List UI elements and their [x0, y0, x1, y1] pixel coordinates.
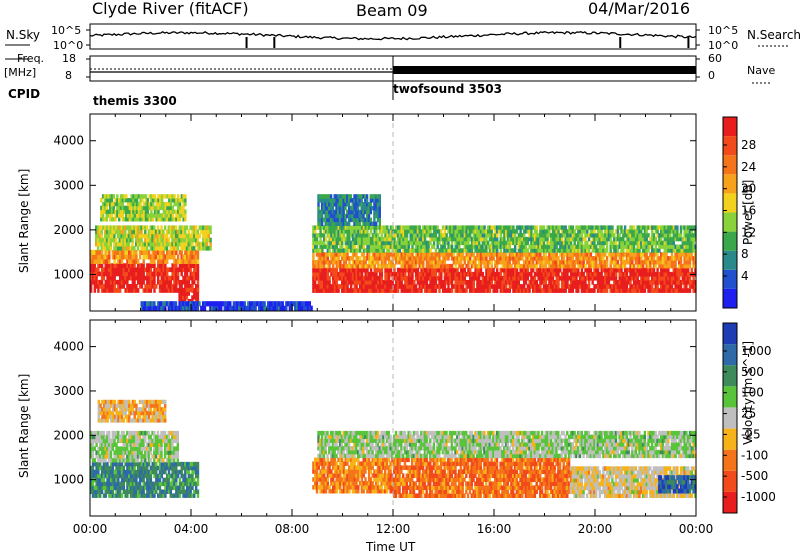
power-colorbar-swatch-4	[723, 212, 737, 232]
nave-tick-bottom: 0	[708, 69, 715, 82]
power-band-3	[100, 194, 187, 222]
velocity-ytick-label-0: 1000	[53, 473, 84, 487]
velocity-colorbar-swatch-4	[723, 407, 737, 429]
xtick-label-3: 12:00	[376, 522, 411, 536]
power-colorbar-swatch-3	[723, 231, 737, 251]
power-band-5	[312, 267, 697, 293]
station-title: Clyde River (fitACF)	[92, 0, 249, 18]
power-band-8	[317, 194, 381, 226]
velocity-band-2	[97, 399, 167, 423]
velocity-colorbar-frame	[722, 322, 738, 514]
velocity-band-1	[90, 430, 179, 463]
velocity-colorbar-swatch-2	[723, 449, 737, 471]
power-colorbar-tick-label-4: 20	[741, 182, 756, 196]
power-colorbar-swatch-9	[723, 117, 737, 137]
velocity-band-6	[317, 430, 697, 459]
nsearch-label: N.Search	[747, 28, 800, 42]
power-band-0	[90, 263, 200, 293]
cpid-program-1: themis 3300	[93, 94, 177, 108]
velocity-colorbar-swatch-6	[723, 365, 737, 387]
power-colorbar-tick-label-2: 12	[741, 225, 756, 239]
velocity-colorbar-swatch-7	[723, 344, 737, 366]
power-colorbar-swatch-8	[723, 136, 737, 156]
nsky-panel-frame	[89, 23, 697, 50]
power-colorbar-tick-label-1: 8	[741, 247, 749, 261]
velocity-band-0	[90, 461, 200, 498]
power-band-2	[95, 225, 212, 251]
velocity-colorbar-swatch-1	[723, 470, 737, 492]
power-colorbar-frame	[722, 116, 738, 309]
power-colorbar-tick-label-5: 24	[741, 160, 756, 174]
xtick-label-2: 08:00	[275, 522, 310, 536]
power-colorbar-tick-label-3: 16	[741, 204, 756, 218]
power-colorbar-tick-label-6: 28	[741, 138, 756, 152]
velocity-colorbar-swatch-8	[723, 323, 737, 345]
power-band-6	[312, 252, 697, 269]
velocity-band-4	[393, 457, 571, 498]
freq-tick-bottom: 8	[65, 69, 72, 82]
velocity-colorbar-tick-label-7: -1000	[741, 490, 776, 504]
power-colorbar-swatch-5	[723, 193, 737, 213]
xtick-label-4: 16:00	[477, 522, 512, 536]
xtick-label-6: 00:00	[679, 522, 714, 536]
beam-title: Beam 09	[356, 1, 428, 20]
power-colorbar-swatch-2	[723, 250, 737, 270]
power-band-1	[90, 249, 200, 264]
velocity-colorbar-swatch-3	[723, 428, 737, 450]
velocity-colorbar-tick-label-3: 25	[741, 407, 756, 421]
freq-label-2: [MHz]	[4, 66, 37, 79]
velocity-colorbar-tick-label-0: 1000	[741, 344, 772, 358]
power-ytick-label-1: 2000	[53, 223, 84, 237]
power-colorbar-swatch-0	[723, 288, 737, 308]
cpid-label: CPID	[8, 87, 41, 101]
nsky-tick-top: 10^5	[51, 24, 82, 37]
power-colorbar-swatch-1	[723, 269, 737, 289]
velocity-ytick-label-2: 3000	[53, 384, 84, 398]
velocity-band-3	[312, 457, 394, 494]
nave-label: Nave	[747, 64, 776, 77]
xtick-label-5: 20:00	[578, 522, 613, 536]
nave-tick-top: 60	[708, 52, 722, 65]
velocity-colorbar-tick-label-6: -500	[741, 469, 768, 483]
nsky-trace	[89, 30, 697, 41]
velocity-colorbar-tick-label-2: 100	[741, 386, 764, 400]
nsky-tick-bottom: 10^0	[53, 39, 84, 52]
velocity-ytick-label-3: 4000	[53, 340, 84, 354]
velocity-ytick-label-1: 2000	[53, 428, 84, 442]
xaxis-label: Time UT	[366, 540, 416, 554]
power-band-9	[140, 301, 313, 311]
power-colorbar-swatch-7	[723, 155, 737, 175]
power-colorbar-swatch-6	[723, 174, 737, 194]
velocity-colorbar-swatch-5	[723, 386, 737, 408]
power-colorbar-tick-label-0: 4	[741, 269, 749, 283]
nsearch-tick-bottom: 10^0	[708, 39, 739, 52]
freq-tick-top: 18	[62, 52, 76, 65]
power-band-7	[312, 225, 697, 253]
nave-trace-2	[393, 66, 696, 74]
date-title: 04/Mar/2016	[588, 0, 691, 18]
power-ytick-label-0: 1000	[53, 267, 84, 281]
power-ytick-label-2: 3000	[53, 178, 84, 192]
power-ytick-label-3: 4000	[53, 134, 84, 148]
velocity-colorbar-tick-label-5: -100	[741, 448, 768, 462]
velocity-band-7	[658, 475, 697, 494]
nsky-label: N.Sky	[6, 28, 41, 42]
velocity-colorbar-tick-label-1: 500	[741, 365, 764, 379]
cpid-program-2: twofsound 3503	[393, 82, 502, 96]
xtick-label-1: 04:00	[174, 522, 209, 536]
xtick-label-0: 00:00	[73, 522, 108, 536]
nsearch-tick-top: 10^5	[708, 24, 739, 37]
freq-label-1: Freq.	[17, 52, 45, 65]
velocity-colorbar-swatch-0	[723, 491, 737, 513]
velocity-colorbar-tick-label-4: -25	[741, 427, 761, 441]
